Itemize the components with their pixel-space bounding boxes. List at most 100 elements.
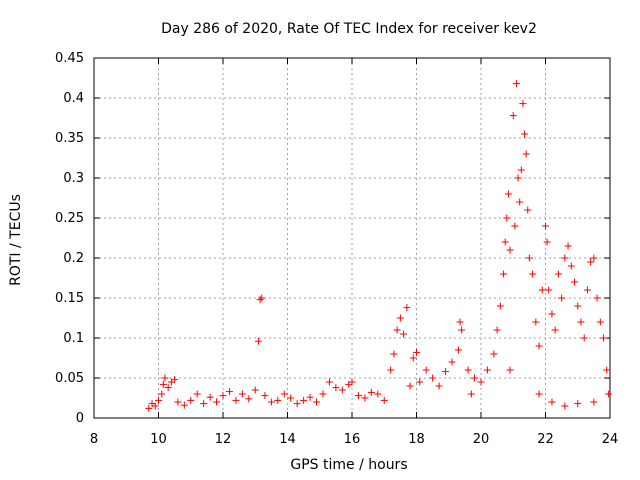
data-point	[512, 80, 520, 88]
data-point	[145, 404, 153, 412]
chart-title: Day 286 of 2020, Rate Of TEC Index for r…	[161, 21, 537, 37]
data-point	[538, 286, 546, 294]
data-point	[180, 401, 188, 409]
x-tick-label: 14	[279, 432, 296, 447]
data-point	[500, 270, 508, 278]
data-point	[155, 396, 162, 404]
data-point	[456, 318, 464, 326]
x-tick-label: 22	[537, 432, 554, 447]
data-point	[225, 388, 233, 396]
data-point	[604, 390, 612, 398]
y-tick-label: 0.2	[63, 251, 84, 266]
data-point	[409, 354, 417, 362]
data-point	[554, 270, 562, 278]
data-point	[159, 380, 167, 388]
data-point	[442, 368, 450, 376]
data-point	[509, 112, 517, 120]
data-point	[524, 206, 532, 214]
data-point	[593, 294, 601, 302]
data-point	[548, 310, 556, 318]
data-point	[493, 326, 501, 334]
data-point	[338, 386, 346, 394]
data-point	[258, 294, 266, 302]
data-point	[332, 384, 340, 392]
data-point	[213, 398, 221, 406]
data-point	[413, 348, 420, 356]
data-point	[238, 390, 246, 398]
data-point	[603, 366, 611, 374]
y-tick-label: 0.15	[55, 291, 84, 306]
data-point	[542, 222, 549, 230]
data-point	[516, 198, 524, 206]
data-point	[280, 390, 288, 398]
data-point	[501, 238, 509, 246]
data-point	[313, 398, 321, 406]
data-point	[251, 386, 259, 394]
data-point	[535, 342, 543, 350]
data-point	[232, 396, 240, 404]
data-point	[511, 222, 519, 230]
data-point	[403, 304, 411, 312]
y-tick-label: 0.05	[55, 371, 84, 386]
data-point	[435, 382, 443, 390]
data-point	[300, 396, 308, 404]
data-point	[354, 392, 362, 400]
data-point	[151, 402, 159, 410]
data-point	[416, 378, 424, 386]
data-point	[429, 374, 437, 382]
data-point	[219, 392, 227, 400]
data-point	[529, 270, 537, 278]
data-point	[467, 390, 475, 398]
y-tick-label: 0.1	[63, 331, 84, 346]
data-point	[254, 337, 262, 345]
data-point	[545, 286, 553, 294]
y-tick-label: 0.35	[55, 131, 84, 146]
x-tick-label: 20	[473, 432, 490, 447]
data-point	[200, 400, 208, 408]
data-point	[574, 400, 582, 408]
data-point	[543, 238, 551, 246]
data-point	[464, 366, 472, 374]
data-point	[596, 318, 604, 326]
data-point	[551, 326, 559, 334]
data-point	[477, 378, 485, 386]
data-point	[483, 366, 491, 374]
data-point	[514, 174, 522, 182]
data-point	[161, 374, 169, 382]
data-point	[590, 254, 598, 262]
data-point	[517, 166, 525, 174]
data-point	[561, 254, 569, 262]
data-point	[519, 100, 527, 108]
data-point	[319, 390, 327, 398]
data-point	[503, 214, 511, 222]
data-point	[164, 384, 172, 392]
x-axis-label: GPS time / hours	[290, 457, 407, 473]
data-point	[525, 254, 533, 262]
data-point	[458, 326, 466, 334]
data-point	[374, 390, 382, 398]
x-tick-label: 10	[150, 432, 167, 447]
data-point	[193, 390, 201, 398]
data-point	[506, 246, 514, 254]
data-point	[587, 258, 595, 266]
x-axis: 8 10 12 14 16 18 20 22 24	[90, 58, 618, 447]
y-axis-label: ROTI / TECUs	[8, 194, 24, 286]
data-point	[261, 392, 269, 400]
data-point	[422, 366, 430, 374]
data-point	[600, 334, 608, 342]
x-tick-label: 18	[408, 432, 425, 447]
data-point	[171, 376, 179, 384]
data-point	[561, 402, 569, 410]
data-point	[400, 330, 408, 338]
x-tick-label: 24	[602, 432, 619, 447]
data-point	[448, 358, 456, 366]
y-axis: 0 0.05 0.1 0.15 0.2 0.25 0.3 0.35 0.4 0.45	[55, 51, 610, 426]
data-point	[490, 350, 498, 358]
data-point	[571, 278, 579, 286]
data-point	[287, 394, 295, 402]
data-point	[532, 318, 540, 326]
data-point	[574, 302, 582, 310]
data-point	[245, 395, 253, 403]
